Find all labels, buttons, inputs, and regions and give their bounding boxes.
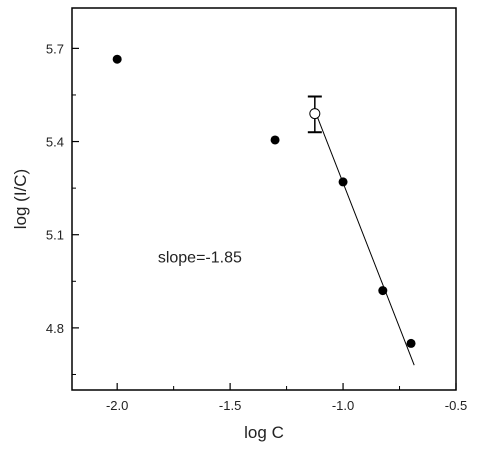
data-points [112, 54, 416, 348]
open-data-point [309, 108, 321, 120]
x-tick-label: -2.0 [106, 398, 128, 413]
x-tick-label: -1.5 [219, 398, 241, 413]
tick-labels: -2.0 -1.5 -1.0 -0.5 4.8 5.1 5.4 5.7 [46, 41, 467, 413]
y-tick-label: 5.1 [46, 228, 64, 243]
y-tick-label: 5.7 [46, 41, 64, 56]
filled-data-point [338, 177, 348, 187]
x-axis-title: log C [244, 423, 284, 442]
slope-annotation: slope=-1.85 [158, 250, 242, 267]
y-tick-label: 4.8 [46, 321, 64, 336]
tick-marks [72, 47, 457, 390]
filled-data-point [112, 54, 122, 64]
x-tick-label: -1.0 [332, 398, 354, 413]
x-tick-label: -0.5 [445, 398, 467, 413]
y-tick-label: 5.4 [46, 135, 64, 150]
filled-data-point [406, 338, 416, 348]
fit-line [314, 110, 415, 366]
filled-data-point [378, 286, 388, 296]
y-axis-title: log (I/C) [11, 169, 30, 229]
plot-frame [71, 7, 457, 391]
filled-data-point [270, 135, 280, 145]
